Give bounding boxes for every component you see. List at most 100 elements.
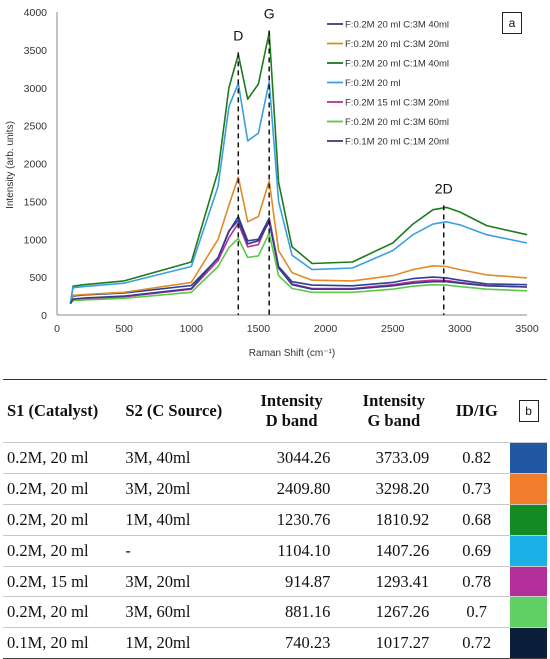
legend-entry: F:0.2M 20 ml C:3M 60ml xyxy=(345,117,449,128)
header-g-band: Intensity G band xyxy=(344,380,443,443)
legend-entry: F:0.2M 20 ml xyxy=(345,78,400,89)
cell-ratio: 0.82 xyxy=(443,442,511,474)
cell-d-band: 1230.76 xyxy=(238,503,345,536)
chart-legend: F:0.2M 20 ml C:3M 40ml F:0.2M 20 ml C:3M … xyxy=(327,20,449,148)
header-d-line1: Intensity xyxy=(260,391,323,410)
cell-g-band: 3298.20 xyxy=(344,472,444,505)
raman-spectrum-chart: 0 500 1000 1500 2000 2500 3000 3500 0 500 1000 1500… xyxy=(5,5,539,359)
y-tick-label: 2000 xyxy=(24,159,48,171)
cell-d-band: 2409.80 xyxy=(238,472,345,505)
cell-s1: 0.1M, 20 ml xyxy=(3,627,122,659)
cell-s2: 1M, 40ml xyxy=(121,503,239,536)
cell-g-band: 1407.26 xyxy=(344,534,444,567)
cell-s1: 0.2M, 20 ml xyxy=(3,534,122,567)
header-g-line1: Intensity xyxy=(362,391,426,410)
table-row: 0.2M, 20 ml 3M, 40ml 3044.26 3733.09 0.82 xyxy=(3,442,547,474)
results-table-container: S1 (Catalyst) S2 (C Source) Intensity D … xyxy=(3,379,547,659)
x-tick-label: 1500 xyxy=(247,323,271,335)
table-row: 0.1M, 20 ml 1M, 20ml 740.23 1017.27 0.72 xyxy=(3,627,547,659)
header-d-line2: D band xyxy=(265,411,318,430)
cell-g-band: 1267.26 xyxy=(344,596,444,628)
color-swatch xyxy=(510,534,547,567)
series-line-7 xyxy=(69,219,528,305)
cell-d-band: 3044.26 xyxy=(238,442,345,474)
cell-s2: 1M, 20ml xyxy=(121,627,239,659)
header-s2: S2 (C Source) xyxy=(125,401,223,420)
y-tick-label: 3000 xyxy=(24,83,48,95)
legend-entry: F:0.2M 15 ml C:3M 20ml xyxy=(345,98,449,109)
y-tick-label: 1000 xyxy=(24,234,48,246)
table-row: 0.2M, 20 ml 3M, 60ml 881.16 1267.26 0.7 xyxy=(3,596,547,628)
header-ratio: ID/IG xyxy=(455,401,498,420)
cell-s1: 0.2M, 20 ml xyxy=(3,472,122,505)
legend-entry: F:0.2M 20 ml C:3M 20ml xyxy=(345,39,449,50)
cell-s2: 3M, 20ml xyxy=(121,472,239,505)
peak-annotations: D G 2D xyxy=(233,5,453,315)
y-tick-label: 500 xyxy=(29,272,47,284)
cell-d-band: 1104.10 xyxy=(238,534,345,567)
legend-entry: F:0.2M 20 ml C:3M 40ml xyxy=(345,20,449,31)
color-swatch xyxy=(510,472,547,505)
series-layer xyxy=(69,31,528,305)
x-tick-label: 1000 xyxy=(180,323,204,335)
peak-label-2D: 2D xyxy=(435,180,453,196)
cell-ratio: 0.7 xyxy=(443,596,511,628)
cell-s1: 0.2M, 20 ml xyxy=(3,596,122,628)
table-row: 0.2M, 15 ml 3M, 20ml 914.87 1293.41 0.78 xyxy=(3,565,547,597)
cell-d-band: 740.23 xyxy=(238,627,345,659)
panel-label-b: b xyxy=(518,400,539,422)
cell-g-band: 1810.92 xyxy=(344,503,444,536)
cell-s1: 0.2M, 15 ml xyxy=(3,565,122,597)
y-tick-label: 1500 xyxy=(24,196,48,208)
cell-d-band: 881.16 xyxy=(238,596,345,628)
header-g-line2: G band xyxy=(367,411,421,430)
cell-ratio: 0.69 xyxy=(443,534,511,567)
cell-s2: - xyxy=(121,534,239,567)
cell-ratio: 0.68 xyxy=(443,503,511,536)
chart-axes: 0 500 1000 1500 2000 2500 3000 3500 0 500 1000 1500… xyxy=(24,7,539,335)
y-tick-label: 3500 xyxy=(24,45,48,57)
cell-s2: 3M, 60ml xyxy=(121,596,239,628)
cell-s1: 0.2M, 20 ml xyxy=(3,503,122,536)
table-row: 0.2M, 20 ml 1M, 40ml 1230.76 1810.92 0.68 xyxy=(3,503,547,536)
table-header-row: S1 (Catalyst) S2 (C Source) Intensity D … xyxy=(3,380,547,443)
x-tick-label: 500 xyxy=(115,323,133,335)
cell-s2: 3M, 40ml xyxy=(121,442,239,474)
cell-ratio: 0.72 xyxy=(443,627,511,659)
color-swatch xyxy=(510,627,547,659)
color-swatch xyxy=(510,503,547,536)
cell-ratio: 0.73 xyxy=(443,472,511,505)
cell-g-band: 1017.27 xyxy=(344,627,444,659)
x-tick-label: 2000 xyxy=(314,323,338,335)
cell-g-band: 1293.41 xyxy=(344,565,444,597)
x-tick-label: 3000 xyxy=(448,323,472,335)
series-line-6 xyxy=(69,232,528,305)
panel-label-a: a xyxy=(502,12,522,34)
peak-label-G: G xyxy=(264,5,275,21)
table-row: 0.2M, 20 ml 3M, 20ml 2409.80 3298.20 0.73 xyxy=(3,472,547,505)
series-line-3 xyxy=(69,31,528,304)
header-panel-b: b xyxy=(510,380,547,443)
x-axis-title: Raman Shift (cm⁻¹) xyxy=(249,348,335,359)
header-d-band: Intensity D band xyxy=(239,380,345,443)
header-s1: S1 (Catalyst) xyxy=(7,401,99,420)
cell-g-band: 3733.09 xyxy=(344,442,444,474)
peak-label-D: D xyxy=(233,27,243,43)
cell-ratio: 0.78 xyxy=(443,565,511,597)
legend-entry: F:0.2M 20 ml C:1M 40ml xyxy=(345,59,449,70)
results-table: S1 (Catalyst) S2 (C Source) Intensity D … xyxy=(3,379,547,659)
y-axis-title: Intensity (arb. units) xyxy=(5,121,16,209)
cell-s2: 3M, 20ml xyxy=(121,565,239,597)
x-tick-label: 3500 xyxy=(515,323,539,335)
cell-d-band: 914.87 xyxy=(238,565,345,597)
x-tick-label: 2500 xyxy=(381,323,405,335)
table-row: 0.2M, 20 ml -1104.10 1407.26 0.69 xyxy=(3,534,547,567)
color-swatch xyxy=(510,596,547,628)
cell-s1: 0.2M, 20 ml xyxy=(3,442,122,474)
y-tick-label: 2500 xyxy=(24,121,48,133)
legend-entry: F:0.1M 20 ml C:1M 20ml xyxy=(345,137,449,148)
table-body: 0.2M, 20 ml 3M, 40ml 3044.26 3733.09 0.82 0.2… xyxy=(3,442,547,659)
series-line-2 xyxy=(69,176,528,304)
y-tick-label: 0 xyxy=(41,310,47,322)
color-swatch xyxy=(510,442,547,474)
